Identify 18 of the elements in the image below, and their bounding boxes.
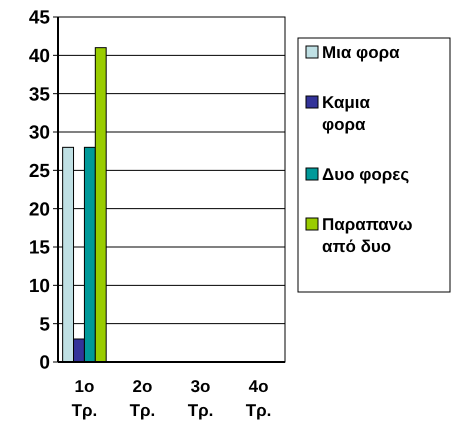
x-tick-label: 2ο Τρ. [130,377,156,420]
y-tick-label: 15 [28,238,50,259]
y-tick-label: 0 [39,352,50,374]
legend-label: Δυο φορες [322,165,410,184]
y-tick-label: 35 [28,84,50,106]
legend-label: Μια φορα [322,43,400,62]
y-tick-label: 45 [28,8,50,29]
x-tick-label: 3ο Τρ. [188,377,214,420]
y-tick-label: 30 [28,122,50,144]
y-tick-label: 25 [28,160,50,182]
y-tick-label: 10 [28,276,50,297]
y-tick-label: 40 [28,46,50,67]
legend-label: Καμια φορα [322,93,370,134]
x-tick-label: 4ο Τρ. [246,377,272,420]
y-tick-label: 20 [28,199,50,220]
legend-label: Παραπανω από δυο [322,215,413,256]
x-tick-label: 1ο Τρ. [72,377,98,420]
y-tick-label: 5 [39,314,50,336]
